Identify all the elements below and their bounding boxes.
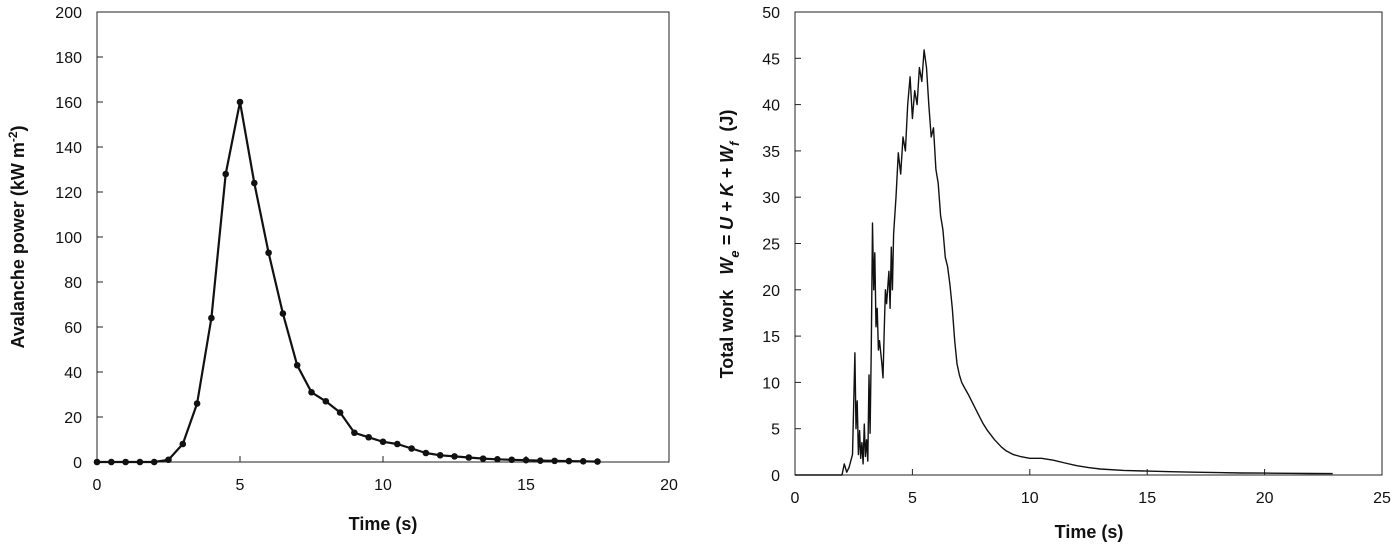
data-point — [165, 456, 172, 464]
y-tick-label-right: 50 — [762, 5, 780, 22]
x-axis-title-right: Time (s) — [1055, 522, 1124, 542]
data-point — [379, 438, 387, 446]
data-point — [236, 98, 244, 106]
y-axis-title-left: Avalanche power (kW m-2) — [6, 125, 28, 348]
data-point — [365, 433, 373, 441]
y-axis-title-right: Total work We = U + K + Wf (J) — [717, 110, 742, 379]
series-line-left — [97, 100, 598, 464]
data-point — [594, 458, 601, 465]
y-tick-label-right: 20 — [762, 283, 780, 300]
plot-frame-right — [794, 11, 1383, 476]
y-tick-label-left: 80 — [64, 275, 82, 292]
y-axis-title-right-mid: = U + K + W — [717, 144, 737, 251]
data-point — [179, 440, 187, 448]
data-point — [293, 361, 301, 369]
data-point — [208, 314, 215, 322]
x-tick-label-right: 5 — [908, 490, 917, 507]
y-tick-label-left: 140 — [55, 140, 82, 157]
chart-left-avalanche-power: 0 5 10 15 20 0 20 40 60 80 100 120 140 160 180 200 Tim… — [6, 5, 678, 534]
x-tick-label-left: 20 — [660, 477, 678, 494]
data-point — [394, 440, 401, 448]
data-point — [451, 453, 458, 460]
y-tick-label-right: 10 — [762, 375, 780, 392]
data-point — [465, 454, 473, 461]
data-point — [251, 179, 258, 187]
data-point — [279, 310, 287, 317]
y-axis-title-right-suffix: (J) — [717, 110, 737, 142]
y-tick-label-right: 15 — [762, 329, 780, 346]
data-point — [108, 458, 115, 466]
y-tick-label-left: 40 — [64, 365, 82, 382]
x-tick-label-left: 5 — [236, 477, 245, 494]
data-point — [422, 449, 430, 457]
y-tick-label-left: 160 — [55, 95, 82, 112]
data-point — [193, 400, 201, 407]
y-axis-title-left-end: ) — [8, 125, 28, 131]
data-point — [494, 456, 501, 463]
x-tick-label-left: 10 — [374, 477, 392, 494]
x-axis-title-left: Time (s) — [349, 514, 418, 534]
y-tick-label-left: 180 — [55, 50, 82, 67]
y-tick-label-right: 0 — [771, 468, 780, 485]
series-left — [93, 98, 601, 466]
chart-right-total-work: 0 5 10 15 20 25 0 5 10 15 20 25 30 35 40 45 50 Time (s)… — [717, 5, 1391, 542]
data-point — [322, 397, 330, 405]
data-point — [479, 455, 487, 462]
series-line-right — [795, 49, 1333, 476]
x-tick-label-right: 15 — [1138, 490, 1156, 507]
y-tick-label-right: 40 — [762, 98, 780, 115]
y-tick-label-right: 30 — [762, 190, 780, 207]
y-tick-label-left: 120 — [55, 185, 82, 202]
x-tick-label-right: 25 — [1373, 490, 1391, 507]
x-axis-ticks-right: 0 5 10 15 20 25 — [791, 469, 1391, 507]
y-tick-label-left: 60 — [64, 320, 82, 337]
data-point — [579, 458, 587, 465]
data-point — [408, 445, 415, 452]
y-tick-label-right: 35 — [762, 144, 780, 161]
y-axis-title-right-w: W — [717, 256, 737, 275]
y-axis-title-right-sub-f: f — [727, 140, 742, 146]
data-point — [537, 457, 544, 464]
data-point — [565, 457, 573, 465]
y-axis-ticks-left: 0 20 40 60 80 100 120 140 160 180 200 — [55, 5, 103, 472]
y-axis-title-left-main: Avalanche power (kW m — [8, 142, 28, 348]
y-tick-label-right: 45 — [762, 51, 780, 68]
y-tick-label-right: 5 — [771, 422, 780, 439]
data-point — [522, 456, 530, 464]
data-point — [308, 388, 315, 396]
x-tick-label-right: 20 — [1256, 490, 1274, 507]
data-point — [93, 458, 101, 466]
x-tick-label-right: 0 — [791, 490, 800, 507]
x-axis-ticks-left: 0 5 10 15 20 — [93, 456, 678, 494]
y-tick-label-right: 25 — [762, 237, 780, 254]
data-point — [436, 451, 444, 459]
data-point — [336, 409, 344, 416]
x-tick-label-right: 10 — [1021, 490, 1039, 507]
y-axis-title-right-sub-e: e — [727, 250, 742, 257]
data-point — [551, 457, 558, 465]
series-right — [795, 49, 1333, 476]
y-tick-label-left: 0 — [73, 455, 82, 472]
y-tick-label-left: 20 — [64, 410, 82, 427]
data-point — [150, 458, 158, 466]
y-axis-title-left-sup: -2 — [6, 131, 20, 142]
data-point — [136, 458, 144, 466]
y-tick-label-left: 100 — [55, 230, 82, 247]
data-point — [265, 249, 272, 257]
x-tick-label-left: 0 — [93, 477, 102, 494]
data-point — [122, 458, 129, 466]
y-axis-ticks-right: 0 5 10 15 20 25 30 35 40 45 50 — [762, 5, 801, 485]
y-axis-title-right-prefix: Total work — [717, 275, 737, 379]
x-tick-label-left: 15 — [517, 477, 535, 494]
plot-frame-left — [96, 11, 670, 463]
data-point — [508, 456, 515, 464]
y-tick-label-left: 200 — [55, 5, 82, 22]
data-point — [222, 170, 229, 178]
data-point — [351, 429, 358, 437]
